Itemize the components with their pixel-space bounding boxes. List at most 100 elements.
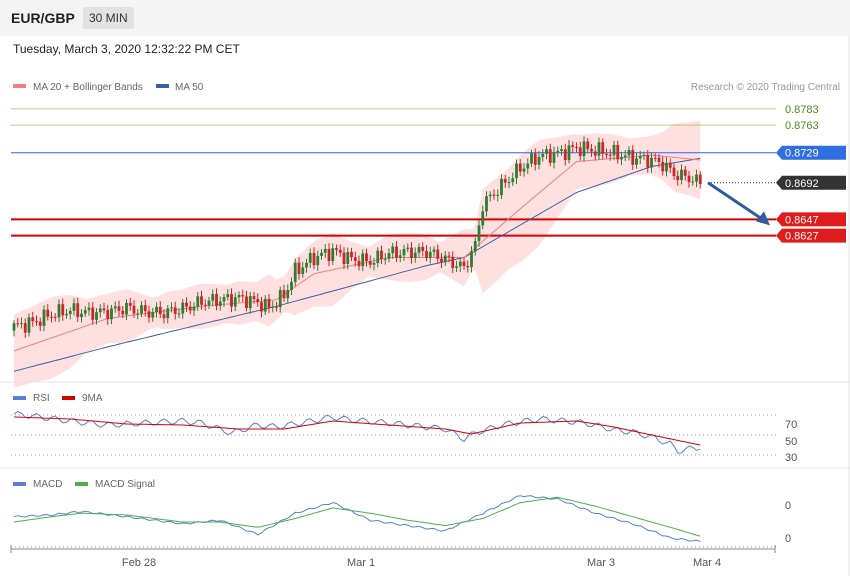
candle-body [83, 310, 87, 314]
candle-body [593, 151, 597, 156]
candle-body [605, 153, 608, 155]
candle-body [680, 169, 683, 180]
candle-body [23, 323, 27, 333]
candle-body [61, 304, 65, 316]
candle-body [252, 296, 256, 300]
candle-body [462, 261, 466, 267]
candle-body [413, 252, 417, 258]
candle-body [230, 294, 233, 307]
candle-body [402, 249, 406, 256]
candle-body [27, 317, 31, 333]
candle-body [327, 248, 331, 261]
candle-body [203, 304, 207, 306]
candle-body [425, 250, 428, 258]
candle-body [80, 313, 83, 318]
candle-body [271, 306, 275, 308]
candle-body [323, 248, 327, 253]
candle-body [470, 251, 473, 268]
price-panel: 0.8783 0.8763 0.8729 0.8692 0.8647 0.8627 [11, 104, 846, 388]
candle-body [245, 296, 248, 309]
candle-body [241, 295, 245, 297]
candle-body [65, 313, 68, 316]
candle-body [158, 306, 162, 315]
time-tick-mar4: Mar 4 [693, 557, 721, 569]
rsi-legend-swatch [13, 396, 26, 400]
candle-body [391, 246, 395, 254]
time-tick-feb28: Feb 28 [122, 557, 156, 569]
candle-body [687, 175, 691, 183]
candle-body [290, 281, 293, 291]
candle-body [233, 297, 237, 307]
candle-body [627, 149, 631, 156]
candle-body [440, 258, 443, 263]
candle-body [113, 306, 117, 309]
candle-body [46, 309, 50, 317]
candle-body [421, 246, 425, 251]
pivot-level-label: 0.8729 [785, 148, 819, 160]
candle-body [162, 314, 166, 319]
candle-body [556, 150, 560, 153]
candle-body [20, 323, 23, 325]
candle-body [590, 149, 593, 152]
candle-body [72, 303, 76, 311]
support-price-tag [776, 228, 846, 243]
candle-body [698, 174, 702, 184]
macd-legend-swatch [13, 482, 26, 486]
candle-body [350, 252, 353, 258]
candle-body [376, 250, 380, 264]
candle-body [353, 257, 357, 261]
candle-body [68, 310, 72, 314]
candle-body [608, 154, 612, 156]
macd-legend-label: MACD [33, 479, 62, 490]
candle-body [488, 194, 492, 197]
candle-body [631, 149, 635, 165]
candle-body [181, 302, 185, 314]
candle-body [147, 311, 151, 318]
candle-body [586, 141, 590, 150]
candle-body [87, 307, 91, 311]
candle-body [466, 266, 470, 268]
candle-body [170, 307, 173, 309]
ma20-legend-swatch [13, 84, 26, 88]
candle-body [173, 307, 177, 314]
time-tick-mar3: Mar 3 [587, 557, 615, 569]
candle-body [282, 290, 286, 299]
candle-body [301, 267, 305, 274]
support-level-label: 0.8647 [785, 214, 819, 226]
candle-body [395, 246, 398, 258]
candle-body [372, 263, 376, 265]
macd-panel [11, 495, 776, 548]
candle-body [338, 249, 342, 253]
candle-body [293, 262, 297, 282]
rsi-tick-30: 30 [785, 452, 797, 464]
candle-body [110, 308, 113, 320]
candle-body [477, 225, 481, 241]
candle-body [207, 300, 211, 306]
timeframe-badge[interactable]: 30 MIN [83, 7, 134, 29]
candle-body [417, 246, 421, 253]
rsi-tick-50: 50 [785, 436, 797, 448]
support-price-tag [776, 212, 846, 227]
candle-body [125, 303, 128, 315]
candle-body [383, 258, 387, 260]
candle-body [215, 293, 218, 306]
macd-line [13, 495, 701, 542]
candle-body [308, 253, 312, 263]
candle-body [346, 252, 350, 264]
candle-body [342, 252, 346, 264]
candle-body [106, 310, 110, 320]
candle-body [278, 290, 282, 308]
candle-body [458, 261, 462, 267]
candle-body [541, 153, 545, 157]
candle-body [53, 316, 57, 318]
candle-body [76, 303, 80, 318]
candle-body [601, 142, 605, 154]
candle-body [136, 313, 140, 315]
candle-body [503, 178, 507, 183]
current-price-tag [776, 175, 846, 190]
candle-body [320, 252, 323, 256]
candle-body [12, 323, 16, 331]
candle-body [582, 141, 586, 157]
candle-body [42, 309, 46, 326]
